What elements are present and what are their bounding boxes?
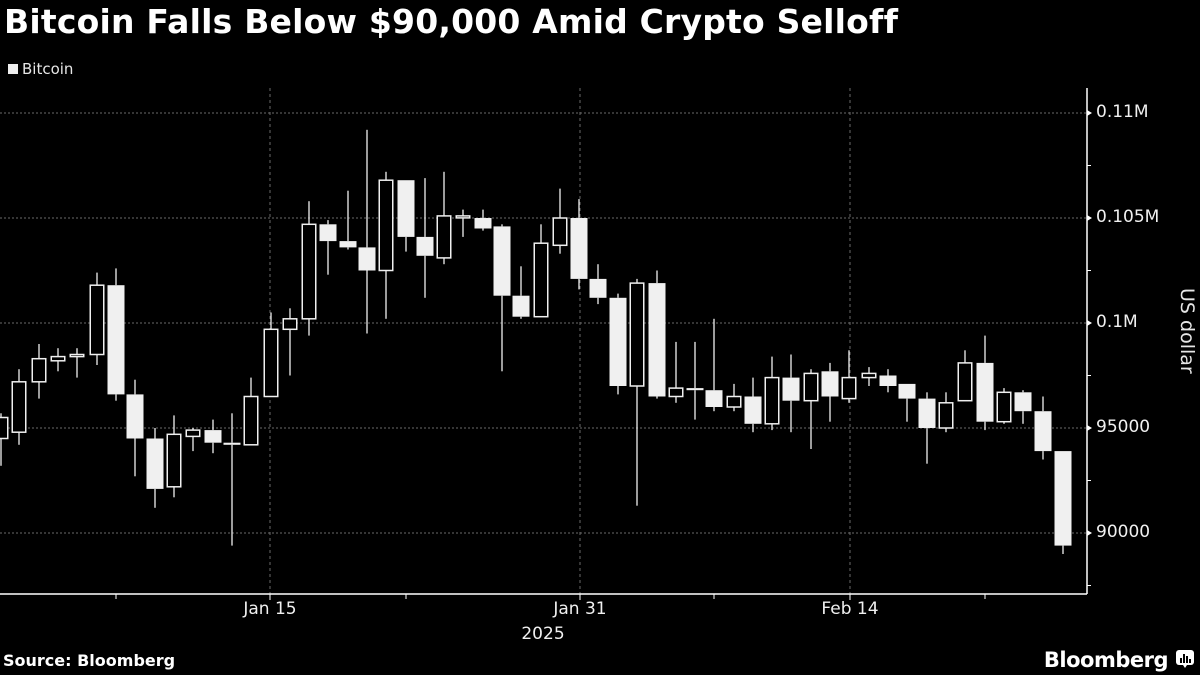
gridlines (0, 88, 1087, 594)
legend-swatch-icon (8, 64, 18, 74)
candle (589, 264, 607, 305)
candle (629, 278, 645, 506)
candle (705, 318, 723, 412)
candle (570, 199, 588, 290)
candle (223, 413, 241, 546)
y-tick-label: 90000 (1096, 522, 1151, 542)
y-tick-label: 0.11M (1096, 102, 1149, 122)
candle (668, 341, 684, 403)
candle (744, 377, 762, 433)
candle (474, 209, 492, 231)
source-note: Source: Bloomberg (3, 651, 176, 670)
candle (358, 129, 376, 334)
candle (533, 224, 549, 318)
candle (764, 356, 780, 431)
candle (493, 224, 511, 372)
candle (957, 350, 973, 402)
candle (898, 383, 916, 422)
candle (11, 369, 27, 445)
candle (185, 428, 201, 452)
candle (146, 428, 164, 508)
candle (378, 171, 394, 319)
candle (512, 266, 530, 319)
candle (1054, 451, 1072, 554)
candle (996, 388, 1012, 424)
candle (1014, 390, 1032, 424)
candles (0, 129, 1072, 554)
bloomberg-chart-bubble-icon (1176, 650, 1194, 668)
legend-label: Bitcoin (22, 60, 74, 78)
candle (686, 341, 704, 420)
candle (0, 413, 9, 466)
candle (609, 293, 627, 395)
candle (263, 312, 279, 398)
legend: Bitcoin (8, 60, 73, 78)
candle (126, 379, 144, 477)
y-axis-title: US dollar (1176, 288, 1198, 374)
candle (552, 188, 568, 254)
candle (918, 392, 936, 464)
candle (243, 377, 259, 446)
chart-title: Bitcoin Falls Below $90,000 Amid Crypto … (4, 2, 899, 41)
candle (397, 180, 415, 252)
candle (879, 369, 897, 393)
candle (339, 190, 357, 250)
candle (301, 201, 317, 336)
x-axis-year: 2025 (521, 624, 565, 644)
candle (69, 348, 85, 378)
brand-logo: Bloomberg (1043, 648, 1169, 672)
candle (455, 209, 471, 237)
candle (821, 362, 839, 422)
candle (1034, 396, 1052, 460)
candle (166, 415, 182, 498)
candle (107, 268, 125, 401)
candle (282, 308, 298, 376)
y-tick-label: 95000 (1096, 417, 1151, 437)
candle (416, 178, 434, 298)
x-tick-label: Jan 31 (553, 599, 607, 619)
candle (436, 171, 452, 265)
axes (0, 88, 1092, 600)
x-tick-label: Jan 15 (243, 599, 297, 619)
y-tick-label: 0.105M (1096, 207, 1160, 227)
candle (319, 220, 337, 275)
candle (204, 419, 222, 454)
candle (31, 344, 47, 399)
y-tick-label: 0.1M (1096, 312, 1138, 332)
candle (648, 270, 666, 399)
candle (861, 367, 877, 386)
candle (89, 272, 105, 365)
candle (976, 335, 994, 431)
candle (782, 354, 800, 433)
candle (841, 350, 857, 403)
candle (938, 392, 954, 433)
candle (803, 369, 819, 449)
x-tick-label: Feb 14 (821, 599, 879, 619)
candle (50, 348, 66, 372)
candle (726, 383, 742, 412)
